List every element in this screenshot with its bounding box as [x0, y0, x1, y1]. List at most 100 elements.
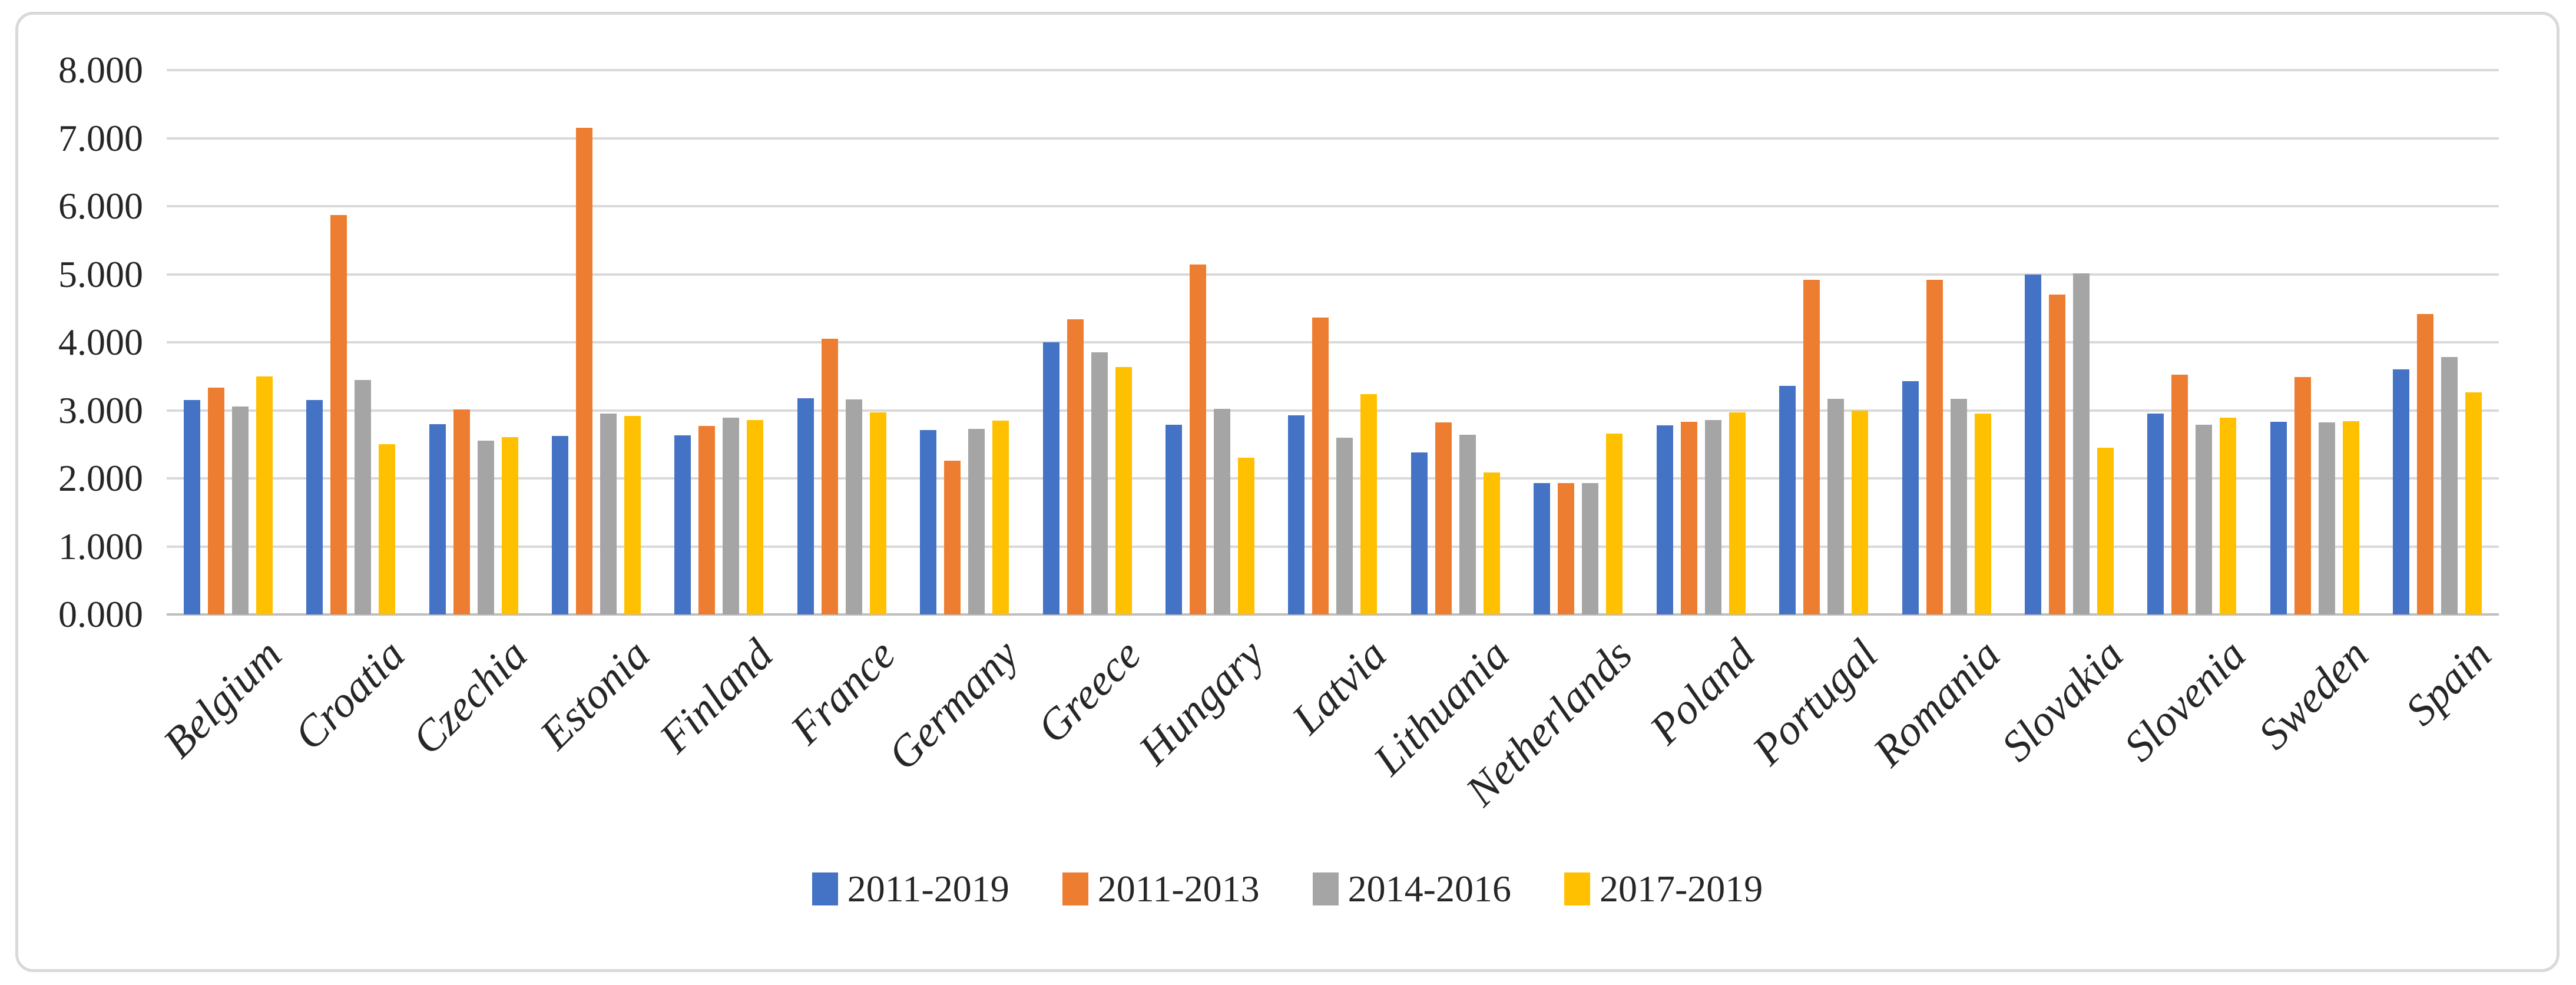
y-tick-label: 2.000 — [58, 457, 143, 499]
legend-item-2017-2019: 2017-2019 — [1564, 870, 1763, 908]
bar-romania-2011-2019 — [1902, 381, 1919, 614]
legend-item-2011-2019: 2011-2019 — [812, 870, 1009, 908]
bar-netherlands-2011-2019 — [1534, 483, 1551, 614]
bar-slovenia-2011-2019 — [2147, 414, 2164, 614]
bar-sweden-2011-2013 — [2294, 376, 2311, 614]
x-category-label-romania: Romania — [1864, 630, 2010, 776]
bar-group-latvia — [1272, 70, 1394, 614]
bar-group-lithuania — [1394, 70, 1517, 614]
bar-germany-2014-2016 — [968, 428, 985, 614]
bar-group-finland — [658, 70, 780, 614]
bar-belgium-2017-2019 — [256, 376, 273, 614]
legend-item-2011-2013: 2011-2013 — [1062, 870, 1260, 908]
bar-group-netherlands — [1517, 70, 1640, 614]
legend-marker-icon — [1062, 872, 1088, 905]
y-tick-label: 4.000 — [58, 321, 143, 363]
bar-group-czechia — [412, 70, 535, 614]
bar-estonia-2017-2019 — [624, 415, 641, 614]
x-category-label-slovakia: Slovakia — [1992, 630, 2133, 771]
y-tick-label: 5.000 — [58, 253, 143, 295]
bar-spain-2011-2019 — [2393, 369, 2410, 614]
bar-lithuania-2014-2016 — [1459, 435, 1476, 614]
x-category-label-hungary: Hungary — [1129, 630, 1273, 775]
legend-label: 2017-2019 — [1599, 868, 1763, 910]
bar-sweden-2014-2016 — [2318, 422, 2335, 614]
bar-group-slovenia — [2131, 70, 2253, 614]
bar-germany-2011-2019 — [920, 430, 937, 614]
bar-slovakia-2011-2013 — [2049, 295, 2066, 614]
bar-finland-2011-2013 — [698, 426, 716, 614]
bar-france-2017-2019 — [869, 412, 886, 614]
bar-poland-2011-2019 — [1656, 425, 1673, 614]
gridline — [167, 137, 2499, 140]
bar-group-sweden — [2253, 70, 2376, 614]
bar-group-spain — [2376, 70, 2499, 614]
y-tick-label: 3.000 — [58, 389, 143, 431]
bar-poland-2017-2019 — [1729, 412, 1746, 614]
bar-group-romania — [1885, 70, 2008, 614]
legend-item-2014-2016: 2014-2016 — [1312, 870, 1511, 908]
gridline — [167, 69, 2499, 71]
bar-lithuania-2017-2019 — [1483, 472, 1500, 614]
bar-hungary-2011-2019 — [1166, 424, 1183, 614]
x-category-label-greece: Greece — [1028, 630, 1151, 753]
gridline — [167, 409, 2499, 412]
x-category-label-croatia: Croatia — [284, 630, 414, 760]
bar-sweden-2017-2019 — [2342, 421, 2359, 614]
bar-france-2011-2013 — [821, 339, 838, 614]
legend: 2011-2019 2011-2013 2014-2016 2017-2019 — [18, 870, 2557, 908]
bar-latvia-2014-2016 — [1336, 437, 1353, 614]
x-category-label-finland: Finland — [650, 630, 783, 762]
legend-marker-icon — [1312, 872, 1339, 905]
bar-czechia-2017-2019 — [501, 437, 518, 614]
bar-spain-2014-2016 — [2441, 357, 2458, 614]
bar-romania-2014-2016 — [1950, 398, 1967, 614]
bar-czechia-2011-2019 — [429, 424, 446, 614]
bar-romania-2017-2019 — [1974, 414, 1991, 614]
x-category-label-france: France — [782, 630, 905, 754]
y-tick-label: 1.000 — [58, 525, 143, 567]
bar-group-belgium — [167, 70, 289, 614]
bar-hungary-2011-2013 — [1190, 265, 1207, 614]
plot-area — [167, 69, 2499, 616]
legend-label: 2011-2013 — [1097, 868, 1260, 910]
y-tick-label: 8.000 — [58, 49, 143, 91]
y-tick-label: 0.000 — [58, 593, 143, 635]
bar-croatia-2011-2019 — [306, 400, 323, 614]
bar-portugal-2014-2016 — [1827, 398, 1845, 614]
gridline — [167, 205, 2499, 207]
x-category-label-spain: Spain — [2396, 630, 2501, 735]
x-category-label-germany: Germany — [879, 630, 1028, 779]
chart-figure: 0.000 1.000 2.000 3.000 4.000 5.000 6.000 7.000… — [15, 12, 2560, 972]
bar-estonia-2014-2016 — [600, 414, 617, 614]
bar-greece-2014-2016 — [1091, 352, 1108, 614]
x-category-label-estonia: Estonia — [531, 630, 660, 759]
bar-group-estonia — [535, 70, 657, 614]
bar-greece-2011-2019 — [1042, 342, 1059, 614]
gridline — [167, 341, 2499, 343]
bar-group-poland — [1640, 70, 1762, 614]
x-category-label-sweden: Sweden — [2249, 630, 2378, 759]
x-category-label-portugal: Portugal — [1743, 630, 1887, 775]
x-category-label-latvia: Latvia — [1283, 630, 1396, 743]
bar-slovakia-2014-2016 — [2073, 273, 2090, 614]
bar-belgium-2014-2016 — [231, 406, 249, 614]
gridline — [167, 545, 2499, 548]
bar-finland-2014-2016 — [723, 418, 740, 614]
bar-belgium-2011-2019 — [183, 400, 200, 614]
bar-group-germany — [903, 70, 1026, 614]
bar-group-croatia — [289, 70, 412, 614]
bar-croatia-2014-2016 — [355, 379, 372, 614]
bar-hungary-2014-2016 — [1214, 409, 1231, 614]
bar-estonia-2011-2013 — [575, 128, 592, 614]
bar-belgium-2011-2013 — [207, 388, 224, 614]
bar-estonia-2011-2019 — [551, 436, 568, 614]
bar-croatia-2011-2013 — [330, 215, 347, 614]
bar-hungary-2017-2019 — [1238, 458, 1255, 614]
bar-slovenia-2011-2013 — [2171, 375, 2188, 614]
bar-croatia-2017-2019 — [379, 444, 396, 614]
legend-label: 2011-2019 — [847, 868, 1009, 910]
bar-lithuania-2011-2013 — [1435, 422, 1452, 614]
bar-slovenia-2017-2019 — [2220, 418, 2237, 614]
bar-group-hungary — [1148, 70, 1271, 614]
